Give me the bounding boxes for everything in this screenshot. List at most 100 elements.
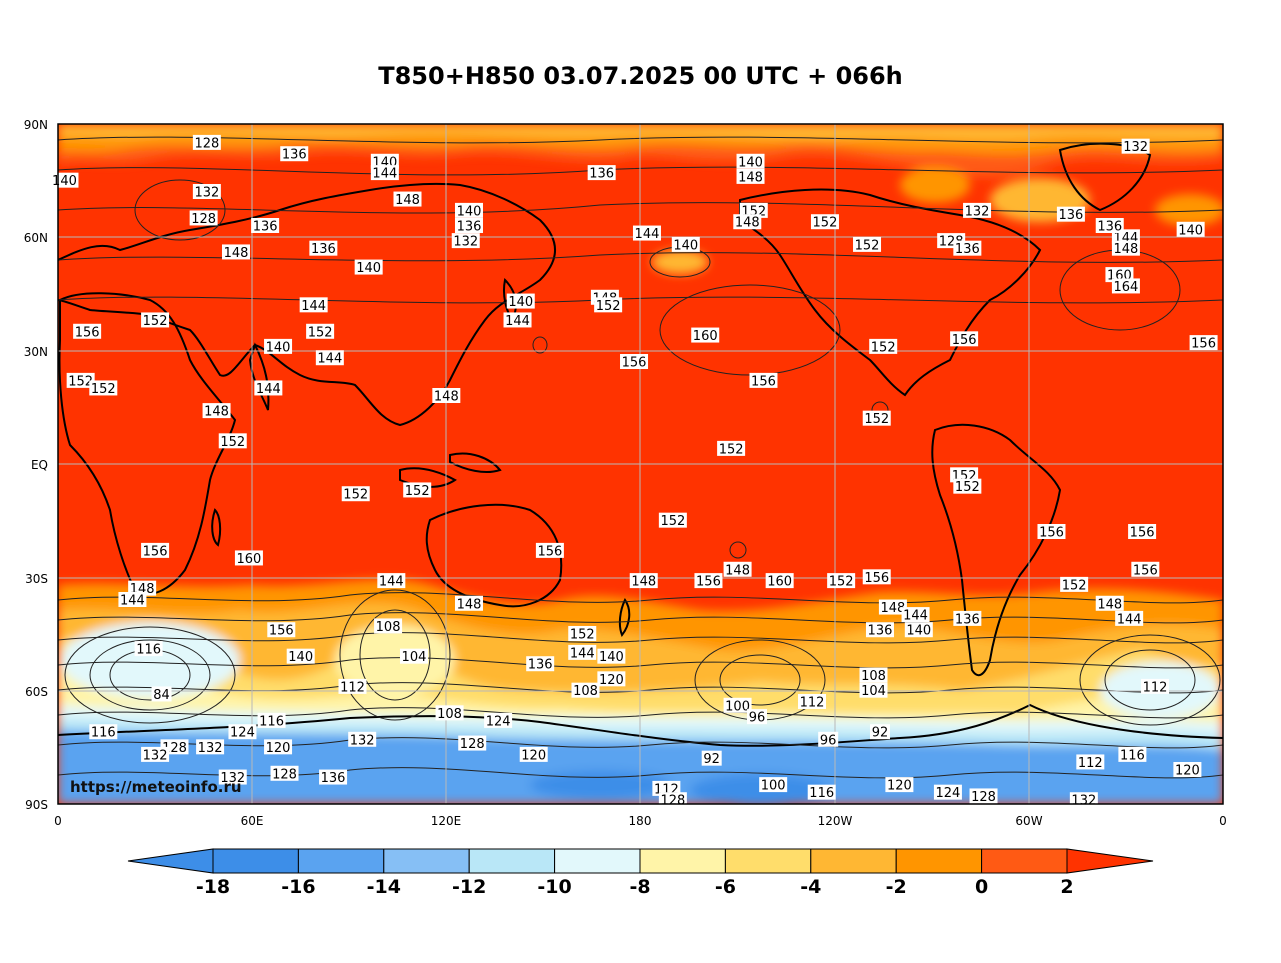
lon-tick: 120E [431,814,462,828]
contour-label: 136 [457,220,482,235]
contour-label: 152 [68,374,93,389]
contour-label: 144 [903,609,928,624]
contour-label: 132 [350,733,375,748]
chart-title: T850+H850 03.07.2025 00 UTC + 066h [378,62,903,90]
contour-label-bg [1121,138,1150,154]
contour-label-bg [526,656,555,672]
contour-label: 136 [1097,220,1122,235]
lon-tick: 60W [1015,814,1042,828]
colorbar-segment [724,848,812,874]
contour-label: 152 [343,488,368,503]
contour-label: 160 [237,552,262,567]
contour-label-bg [901,607,930,623]
contour-label: 112 [1078,756,1103,771]
contour-label-bg [587,165,616,181]
contour-label-bg [629,573,658,589]
contour-label-bg [969,788,998,804]
contour-label-bg [658,512,687,528]
contour-label: 164 [1114,280,1139,295]
contour-label-bg [691,327,720,343]
contour-label: 160 [693,329,718,344]
contour-label-bg [306,323,335,339]
contour-label: 156 [696,575,721,590]
colorbar-tick-label: -14 [367,876,401,898]
contour-label-bg [458,735,487,751]
contour-label-bg [535,542,564,558]
contour-label-bg [1105,267,1134,283]
contour-label-bg [859,682,888,698]
contour-label: 152 [660,514,685,529]
contour-label: 136 [955,242,980,257]
contour-label-bg [736,168,765,184]
contour-label-bg [128,580,157,596]
contour-label: 156 [622,356,647,371]
contour-label-bg [736,153,765,169]
contour-label: 132 [198,741,223,756]
contour-label: 144 [505,314,530,329]
contour-label: 132 [194,186,219,201]
contour-label: 160 [767,575,792,590]
contour-label: 116 [136,643,161,658]
contour-label: 152 [405,484,430,499]
contour-label: 152 [1062,578,1087,593]
contour-label-bg [1176,221,1205,237]
contour-label-bg [953,478,982,494]
colorbar-tick-label: -2 [886,876,907,898]
contour-label-bg [1111,240,1140,256]
contour-label: 132 [965,204,990,219]
contour-label: 108 [376,620,401,635]
contour-label: 156 [1039,526,1064,541]
contour-label: 156 [1133,563,1158,578]
contour-label: 144 [635,227,660,242]
colorbar-segment [468,848,556,874]
contour-label: 132 [453,235,478,250]
contour-label-bg [865,622,894,638]
contour-label-bg [451,233,480,249]
contour-label-bg [218,433,247,449]
contour-label: 156 [952,333,977,348]
colorbar-segment [981,848,1068,874]
contour-label-bg [953,240,982,256]
contour-label: 144 [120,594,145,609]
contour-label-bg [1118,746,1147,762]
contour-label: 140 [508,295,533,310]
contour-label: 128 [191,212,216,227]
contour-label: 136 [589,167,614,182]
lon-tick: 0 [1219,814,1227,828]
contour-label: 156 [537,544,562,559]
contour-label: 120 [266,741,291,756]
contour-label: 156 [143,544,168,559]
contour-label-bg [192,184,221,199]
contour-label-bg [1111,278,1140,294]
contour-label-bg [251,218,280,233]
contour-label: 136 [282,148,307,163]
contour-label: 148 [434,390,459,405]
colorbar-segment [297,848,385,874]
contour-label-bg [118,592,147,607]
contour-label: 152 [570,628,595,643]
contour-label-bg [377,573,406,589]
contour-label: 152 [220,435,245,450]
contour-label-bg [1037,524,1066,539]
contour-label: 84 [153,688,170,703]
contour-label-bg [694,573,723,589]
contour-label-bg [196,739,225,755]
contour-label: 156 [269,624,294,639]
contour-label: 148 [224,246,249,261]
contour-label: 144 [1117,612,1142,627]
contour-label-bg [953,610,982,626]
contour-label-bg [370,153,399,169]
contour-label-bg [315,350,344,366]
colorbar-extend-low [127,848,214,874]
contour-label: 136 [868,624,893,639]
contour-label: 116 [91,726,116,741]
colorbar-tick-label: 2 [1060,876,1073,898]
contour-label-bg [432,388,461,403]
contour-label: 144 [317,352,342,367]
contour-label: 156 [864,571,889,586]
colorbar-tick-label: -18 [196,876,230,898]
lon-tick: 120W [818,814,853,828]
contour-label: 152 [308,325,333,340]
contour-label: 128 [660,794,685,809]
